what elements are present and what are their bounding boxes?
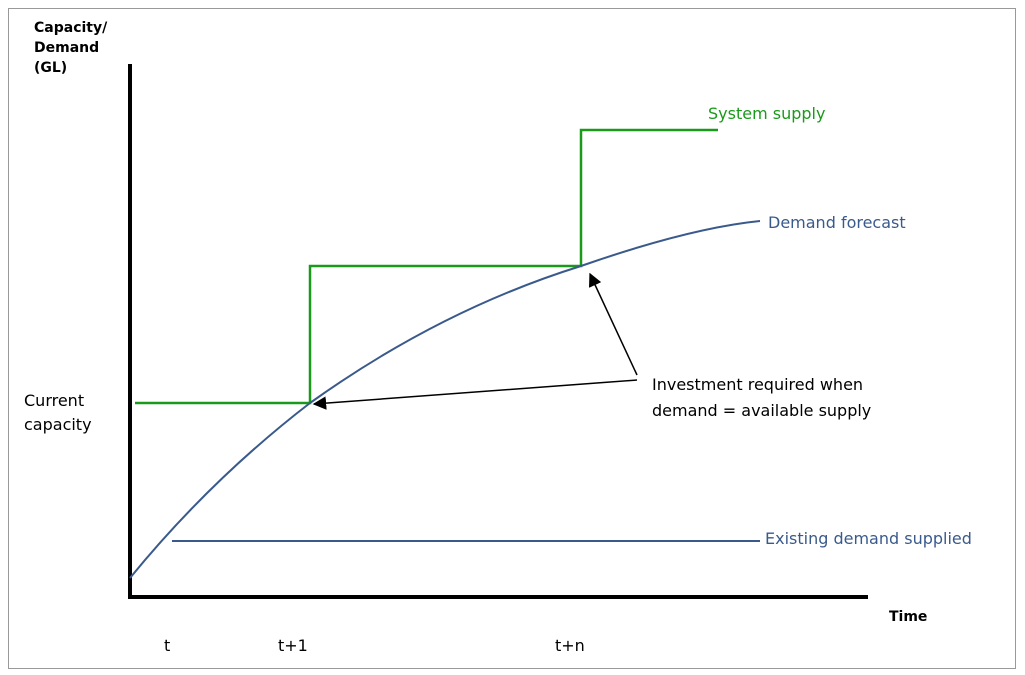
- frame: [8, 8, 1016, 669]
- y-axis-label: Capacity/: [34, 20, 108, 36]
- demand-forecast-label: Demand forecast: [768, 213, 906, 232]
- annotation: demand = available supply: [652, 401, 871, 420]
- annotation: Investment required when: [652, 375, 863, 394]
- existing-demand-label: Existing demand supplied: [765, 529, 972, 548]
- arrow: [589, 272, 638, 376]
- system-supply-label: System supply: [708, 104, 825, 123]
- system-supply-line: [135, 128, 718, 405]
- current-capacity-label: Current: [24, 391, 84, 410]
- y-axis-label: (GL): [34, 60, 67, 76]
- y-axis-label: Demand: [34, 40, 99, 56]
- x-axis-label: Time: [889, 609, 927, 625]
- x-tick-label: t: [164, 636, 170, 655]
- x-tick-label: t+1: [278, 636, 308, 655]
- arrow: [312, 379, 638, 410]
- demand-forecast-curve: [129, 220, 761, 579]
- current-capacity-label: capacity: [24, 415, 92, 434]
- x-tick-label: t+n: [555, 636, 585, 655]
